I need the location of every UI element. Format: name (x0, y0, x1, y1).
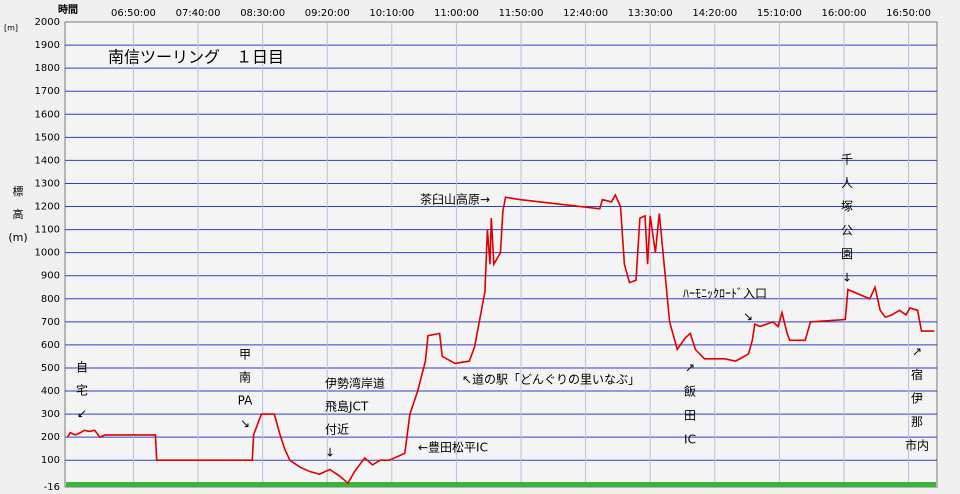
annotation: ﾊｰﾓﾆｯｸﾛｰﾄﾞ入口 (683, 287, 767, 301)
x-tick-label: 13:30:00 (628, 8, 673, 19)
y-tick-label: 800 (41, 294, 60, 305)
x-tick-label: 11:50:00 (499, 8, 544, 19)
annotation: 田 (684, 409, 696, 423)
annotation: 宿 (911, 367, 923, 382)
y-tick-label: 600 (41, 340, 60, 351)
x-tick-label: 08:30:00 (240, 8, 285, 19)
y-tick-label: 1800 (35, 63, 60, 74)
annotation: 公 (841, 223, 853, 237)
y-tick-label: 400 (41, 386, 60, 397)
annotation: ↗ (912, 345, 922, 359)
ground-band (66, 482, 936, 487)
x-tick-label: 12:40:00 (563, 8, 608, 19)
y-tick-label: 1300 (35, 178, 60, 189)
annotation: ↓ (325, 446, 335, 460)
annotation: 茶臼山高原→ (420, 192, 490, 207)
x-tick-label: 06:50:00 (111, 8, 156, 19)
y-tick-label: 100 (41, 455, 60, 466)
annotation: 飯 (684, 384, 696, 399)
annotation: ↗ (685, 361, 695, 375)
annotation: 園 (841, 247, 853, 261)
x-tick-label: 09:20:00 (305, 8, 350, 19)
annotation: ←豊田松平IC (418, 441, 488, 455)
y-tick-label: 900 (41, 271, 60, 282)
plot-area (64, 21, 938, 488)
annotation: 南 (239, 370, 251, 385)
elevation-line (66, 193, 935, 485)
y-tick-label: 1400 (35, 155, 60, 166)
y-axis-label: (m) (8, 231, 27, 244)
x-tick-label: 14:20:00 (692, 8, 737, 19)
y-tick-label: 1500 (35, 132, 60, 143)
y-axis-label: 標 (13, 184, 24, 198)
annotation: 人 (841, 176, 853, 190)
y-axis-label: 高 (13, 207, 24, 221)
x-tick-label: 11:00:00 (434, 8, 479, 19)
x-tick-label: 15:10:00 (757, 8, 802, 19)
annotation: 飛島JCT (325, 399, 369, 414)
annotation: PA (238, 394, 253, 408)
annotation: 那 (911, 415, 923, 429)
x-tick-label: 16:50:00 (886, 8, 931, 19)
y-tick-label: -16 (44, 482, 60, 493)
annotation: 伊 (911, 392, 923, 406)
y-tick-label: 700 (41, 317, 60, 328)
annotation: 伊勢湾岸道 (325, 376, 385, 391)
x-tick-label: 07:40:00 (176, 8, 221, 19)
annotation: 付近 (325, 423, 349, 437)
annotation: 宅 (76, 383, 88, 398)
annotation: ↖道の駅「どんぐりの里いなぶ」 (462, 373, 640, 387)
y-tick-label: 1700 (35, 86, 60, 97)
annotation: 千 (841, 153, 853, 167)
annotation: 市内 (905, 438, 929, 453)
x-tick-label: 16:00:00 (822, 8, 867, 19)
y-unit: [m] (4, 24, 18, 33)
annotation: 甲 (239, 348, 251, 362)
y-tick-label: 200 (41, 432, 60, 443)
annotation: ↘ (240, 417, 250, 431)
y-tick-label: 2000 (35, 17, 60, 28)
annotation: IC (684, 433, 696, 447)
annotation: ↘ (743, 310, 753, 324)
plot (66, 193, 935, 485)
y-tick-label: 1000 (35, 248, 60, 259)
y-tick-label: 500 (41, 363, 60, 374)
y-tick-label: 1200 (35, 202, 60, 213)
y-tick-label: 1900 (35, 40, 60, 51)
annotation: ↙ (77, 407, 87, 421)
annotation: 塚 (841, 200, 853, 214)
annotation: ↓ (842, 271, 852, 285)
chart-title: 南信ツーリング １日目 (108, 48, 284, 67)
y-tick-label: 1100 (35, 225, 60, 236)
y-tick-label: 1600 (35, 109, 60, 120)
x-tick-label: 10:10:00 (369, 8, 414, 19)
annotation: 自 (76, 361, 88, 375)
x-axis-label: 時間 (58, 3, 78, 16)
y-tick-label: 300 (41, 409, 60, 420)
